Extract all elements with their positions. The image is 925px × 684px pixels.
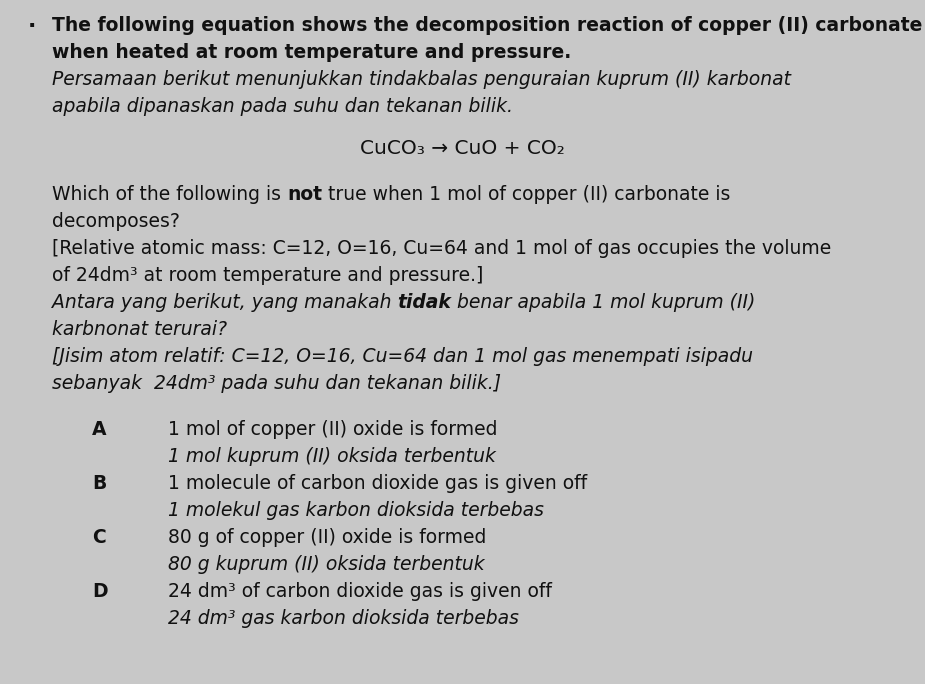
Text: 1 molekul gas karbon dioksida terbebas: 1 molekul gas karbon dioksida terbebas [168,501,544,520]
Text: The following equation shows the decomposition reaction of copper (II) carbonate: The following equation shows the decompo… [52,16,922,35]
Text: sebanyak  24dm³ pada suhu dan tekanan bilik.]: sebanyak 24dm³ pada suhu dan tekanan bil… [52,374,501,393]
Text: true when 1 mol of copper (II) carbonate is: true when 1 mol of copper (II) carbonate… [322,185,731,204]
Text: 1 mol of copper (II) oxide is formed: 1 mol of copper (II) oxide is formed [168,420,498,439]
Text: Antara yang berikut, yang manakah: Antara yang berikut, yang manakah [52,293,398,312]
Text: D: D [92,582,107,601]
Text: B: B [92,474,106,493]
Text: karbnonat terurai?: karbnonat terurai? [52,320,228,339]
Text: ·: · [28,16,36,36]
Text: of 24dm³ at room temperature and pressure.]: of 24dm³ at room temperature and pressur… [52,266,484,285]
Text: C: C [92,528,105,547]
Text: when heated at room temperature and pressure.: when heated at room temperature and pres… [52,43,572,62]
Text: 1 molecule of carbon dioxide gas is given off: 1 molecule of carbon dioxide gas is give… [168,474,587,493]
Text: [Relative atomic mass: C=12, O=16, Cu=64 and 1 mol of gas occupies the volume: [Relative atomic mass: C=12, O=16, Cu=64… [52,239,832,258]
Text: benar apabila 1 mol kuprum (II): benar apabila 1 mol kuprum (II) [451,293,756,312]
Text: apabila dipanaskan pada suhu dan tekanan bilik.: apabila dipanaskan pada suhu dan tekanan… [52,97,513,116]
Text: 24 dm³ gas karbon dioksida terbebas: 24 dm³ gas karbon dioksida terbebas [168,609,519,628]
Text: Persamaan berikut menunjukkan tindakbalas penguraian kuprum (II) karbonat: Persamaan berikut menunjukkan tindakbala… [52,70,791,89]
Text: Which of the following is: Which of the following is [52,185,287,204]
Text: [Jisim atom relatif: C=12, O=16, Cu=64 dan 1 mol gas menempati isipadu: [Jisim atom relatif: C=12, O=16, Cu=64 d… [52,347,753,366]
Text: tidak: tidak [398,293,451,312]
Text: not: not [287,185,322,204]
Text: CuCO₃ → CuO + CO₂: CuCO₃ → CuO + CO₂ [360,139,564,158]
Text: 80 g kuprum (II) oksida terbentuk: 80 g kuprum (II) oksida terbentuk [168,555,485,574]
Text: 24 dm³ of carbon dioxide gas is given off: 24 dm³ of carbon dioxide gas is given of… [168,582,552,601]
Text: 80 g of copper (II) oxide is formed: 80 g of copper (II) oxide is formed [168,528,487,547]
Text: A: A [92,420,106,439]
Text: decomposes?: decomposes? [52,212,179,231]
Text: 1 mol kuprum (II) oksida terbentuk: 1 mol kuprum (II) oksida terbentuk [168,447,496,466]
